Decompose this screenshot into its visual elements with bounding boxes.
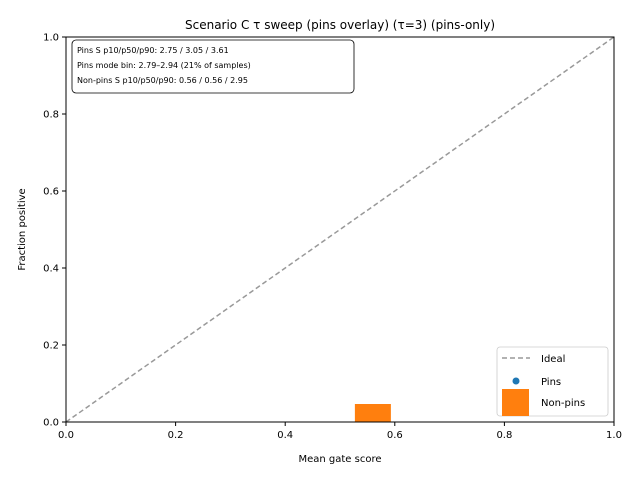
x-tick-label-4: 0.8: [496, 430, 512, 441]
y-tick-label-2: 0.4: [43, 264, 59, 275]
annotation-line-2: Pins mode bin: 2.79–2.94 (21% of samples…: [77, 61, 251, 70]
legend-nonpins-swatch: [502, 389, 529, 416]
y-tick-label-4: 0.8: [43, 110, 59, 121]
y-tick-label-1: 0.2: [43, 341, 59, 352]
legend-ideal-label: Ideal: [541, 354, 565, 365]
legend-pins-label: Pins: [541, 377, 561, 388]
axis-ticks: 0.0 0.2 0.4 0.6 0.8 1.0 0.0 0.2 0.4 0.6 0.8 1.0: [43, 33, 622, 442]
annotation-frame: [71, 39, 355, 94]
x-tick-label-2: 0.4: [277, 430, 293, 441]
x-tick-label-0: 0.0: [58, 430, 74, 441]
axes-frame: [65, 36, 615, 423]
x-tick-label-3: 0.6: [387, 430, 403, 441]
x-tick-label-1: 0.2: [168, 430, 184, 441]
annotation-line-3: Non-pins S p10/p50/p90: 0.56 / 0.56 / 2.…: [77, 76, 248, 85]
legend-nonpins-label: Non-pins: [541, 398, 585, 409]
legend-pins-swatch: [512, 377, 520, 385]
y-axis-label: Fraction positive: [17, 188, 28, 270]
chart-title: Scenario C τ sweep (pins overlay) (τ=3) …: [185, 18, 495, 32]
series-non-pins-point-0: [354, 404, 391, 422]
x-axis-label: Mean gate score: [298, 454, 381, 465]
annotation-box: Pins S p10/p50/p90: 2.75 / 3.05 / 3.61 P…: [71, 39, 355, 94]
plot-area: [65, 36, 615, 423]
annotation-line-1: Pins S p10/p50/p90: 2.75 / 3.05 / 3.61: [77, 46, 229, 55]
y-tick-label-3: 0.6: [43, 187, 59, 198]
x-tick-label-5: 1.0: [606, 430, 622, 441]
y-tick-label-0: 0.0: [43, 418, 59, 429]
y-tick-label-5: 1.0: [43, 33, 59, 44]
legend: Ideal Pins Non-pins: [496, 346, 609, 417]
